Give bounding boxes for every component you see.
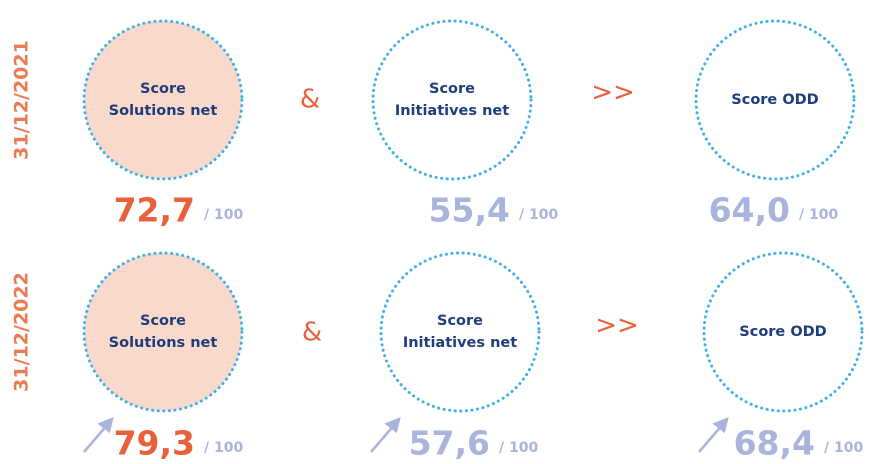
score-value: 68,4 [734,424,815,463]
date-label: 31/12/2021 [11,40,33,160]
score-max: / 100 [204,207,243,223]
circle-label: Score [429,81,475,97]
score-max: / 100 [519,207,558,223]
circle-label: Score [140,313,186,329]
score-value: 55,4 [429,191,510,230]
circle-label: Solutions net [109,103,218,119]
circle-label: Initiatives net [395,103,509,119]
score-max: / 100 [204,440,243,456]
score-circle [379,251,541,413]
score-circle [371,19,533,181]
arrow-head [384,416,401,434]
operator: >> [595,311,639,341]
circle-label: Score [437,313,483,329]
score-value: 79,3 [114,424,195,463]
score-max: / 100 [499,440,538,456]
score-max: / 100 [824,440,863,456]
operator: & [302,318,322,348]
arrow-head [712,416,729,434]
operator: & [300,85,320,115]
circle-label: Solutions net [109,335,218,351]
circle-label: Initiatives net [403,335,517,351]
arrow-head [97,416,114,434]
score-value: 72,7 [114,191,195,230]
score-circle [702,251,864,413]
circle-label: Score [140,81,186,97]
score-max: / 100 [799,207,838,223]
circle-label: Score ODD [731,92,818,108]
date-label: 31/12/2022 [11,272,33,392]
circle-label: Score ODD [739,324,826,340]
operator: >> [591,78,635,108]
score-circle [82,251,244,413]
trend-arrows [83,416,729,453]
score-circle [694,19,856,181]
score-value: 64,0 [709,191,790,230]
score-circle [82,19,244,181]
score-value: 57,6 [409,424,490,463]
